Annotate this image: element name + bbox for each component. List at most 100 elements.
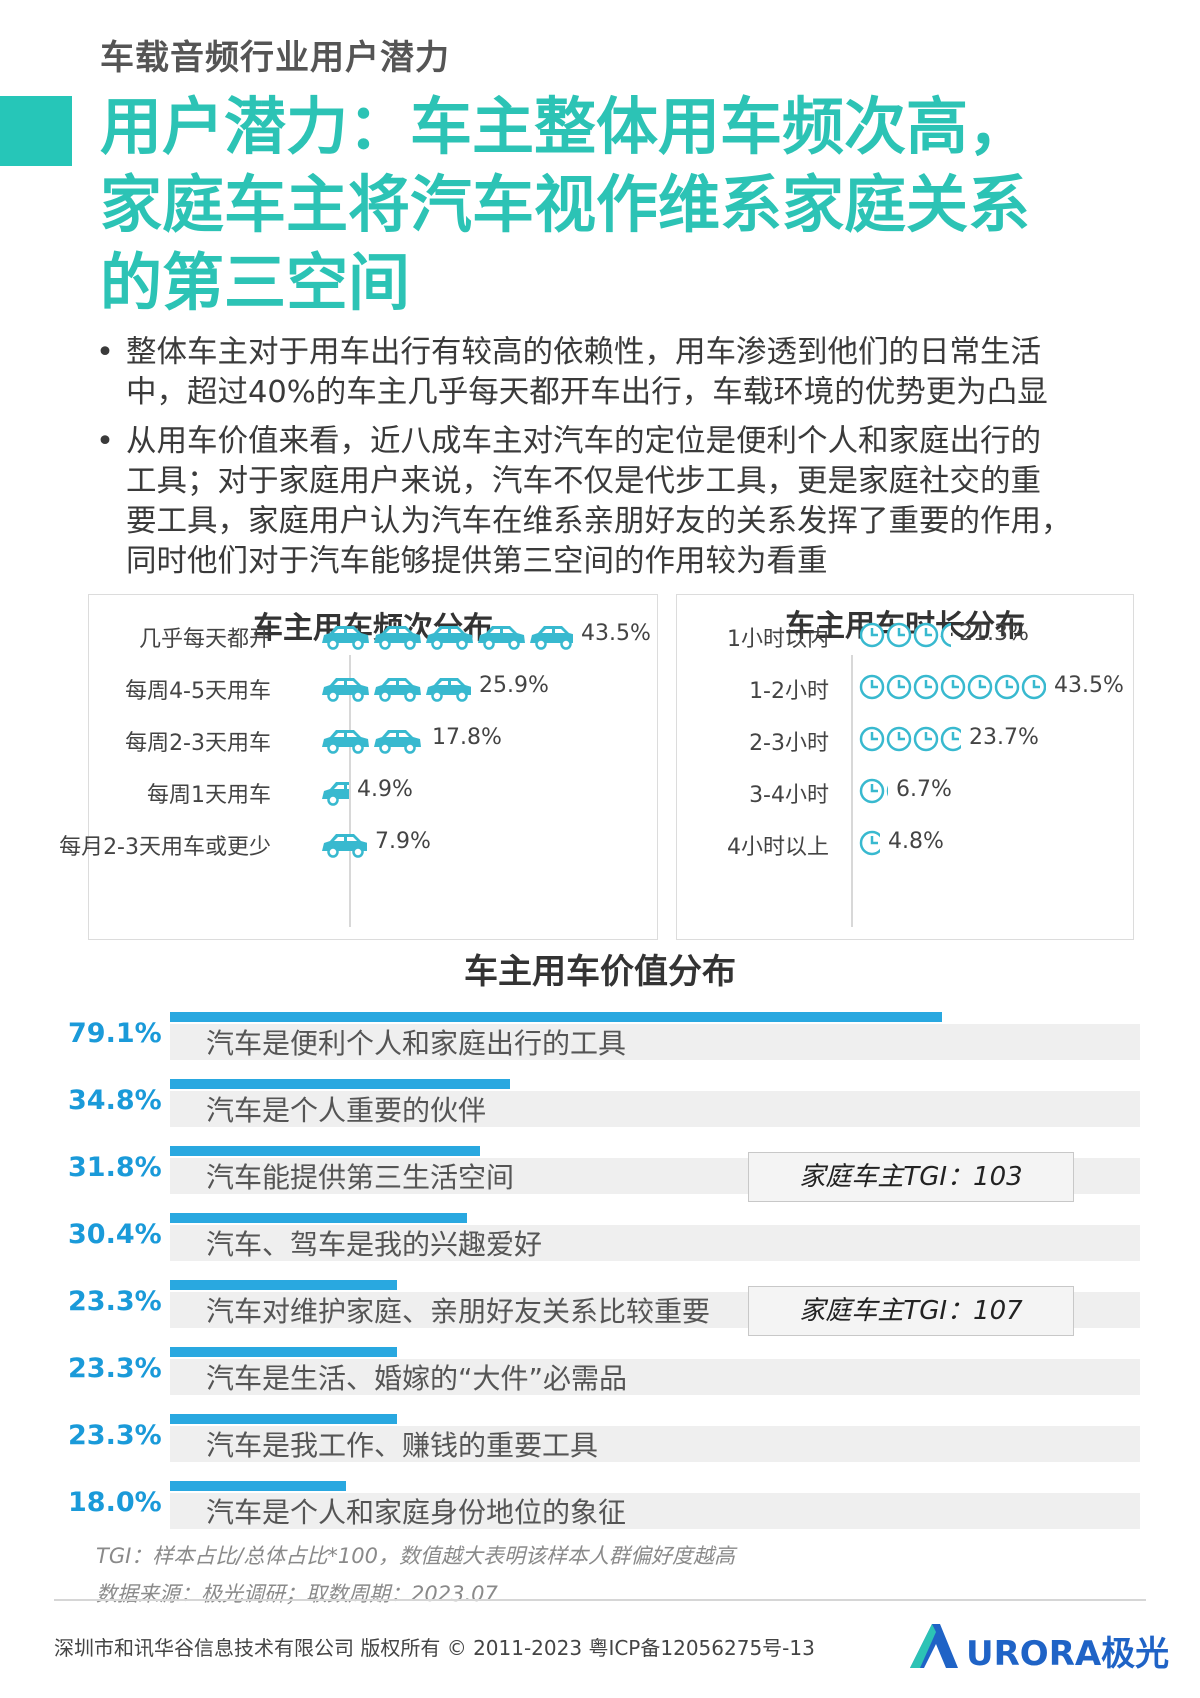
car-icon <box>322 730 369 754</box>
value-row: 30.4% 汽车、驾车是我的兴趣爱好 <box>0 1199 1200 1261</box>
clock-icon <box>994 674 1020 700</box>
chart-row: 每周2-3天用车 17.8% <box>89 719 657 759</box>
clock-icon <box>940 726 961 752</box>
value-category-label: 汽车是个人重要的伙伴 <box>206 1094 487 1127</box>
tgi-note: TGI：样本占比/总体占比*100，数值越大表明该样本人群偏好度越高 <box>96 1544 735 1568</box>
bullet-line: 要工具，家庭用户认为汽车在维系亲朋好友的关系发挥了重要的作用， <box>126 504 1072 539</box>
duration-chart-panel: 车主用车时长分布 1小时以内21.3%1-2小时43.5%2-3小时23.7%3… <box>676 594 1134 940</box>
chart-row: 每周1天用车 4.9% <box>89 771 657 811</box>
bullet-item: 整体车主对于用车出行有较高的依赖性，用车渗透到他们的日常生活 中，超过40%的车… <box>92 333 1162 413</box>
car-icon <box>478 626 525 650</box>
icon-bar-graphic <box>322 834 367 858</box>
category-label: 每周1天用车 <box>147 783 271 808</box>
clock-icon <box>913 622 939 648</box>
value-label: 4.8% <box>888 829 944 854</box>
icon-bar <box>859 723 961 755</box>
category-label: 每月2-3天用车或更少 <box>59 835 271 860</box>
value-bar <box>170 1079 510 1089</box>
value-label: 25.9% <box>479 673 549 698</box>
value-bar <box>170 1146 480 1156</box>
icon-bar <box>859 775 888 807</box>
chart-row: 1小时以内 21.3% <box>677 615 1133 655</box>
tgi-callout: 家庭车主TGI：107 <box>748 1286 1074 1336</box>
value-bar <box>170 1012 942 1022</box>
value-category-label: 汽车是我工作、赚钱的重要工具 <box>206 1429 599 1462</box>
value-row-background <box>170 1359 1140 1395</box>
category-label: 4小时以上 <box>727 835 829 860</box>
bullet-line: 整体车主对于用车出行有较高的依赖性，用车渗透到他们的日常生活 <box>126 335 1041 370</box>
category-label: 1-2小时 <box>749 679 829 704</box>
car-icon <box>322 834 367 858</box>
value-percent: 30.4% <box>68 1219 162 1250</box>
value-bar <box>170 1213 467 1223</box>
value-row: 18.0% 汽车是个人和家庭身份地位的象征 <box>0 1467 1200 1529</box>
value-percent: 79.1% <box>68 1018 162 1049</box>
value-percent: 34.8% <box>68 1085 162 1116</box>
icon-bar-graphic <box>322 782 349 806</box>
car-icon <box>374 730 421 754</box>
page-title: 用户潜力：车主整体用车频次高， 家庭车主将汽车视作维系家庭关系 的第三空间 <box>100 88 1160 322</box>
bullet-item: 从用车价值来看，近八成车主对汽车的定位是便利个人和家庭出行的 工具；对于家庭用户… <box>92 422 1162 582</box>
value-row-background <box>170 1225 1140 1261</box>
value-bar <box>170 1280 397 1290</box>
icon-bar <box>859 671 1046 703</box>
clock-icon <box>886 622 912 648</box>
icon-bar <box>859 827 880 859</box>
car-icon <box>322 782 349 806</box>
icon-bar <box>321 775 349 807</box>
category-label: 3-4小时 <box>749 783 829 808</box>
value-row-background <box>170 1493 1140 1529</box>
title-line: 的第三空间 <box>100 246 411 319</box>
value-label: 6.7% <box>896 777 952 802</box>
chart-row: 2-3小时 23.7% <box>677 719 1133 759</box>
value-percent: 18.0% <box>68 1487 162 1518</box>
aurora-logo-mark <box>910 1624 958 1668</box>
category-label: 每周4-5天用车 <box>125 679 271 704</box>
value-category-label: 汽车能提供第三生活空间 <box>206 1161 515 1194</box>
value-label: 17.8% <box>432 725 502 750</box>
value-category-label: 汽车、驾车是我的兴趣爱好 <box>206 1228 543 1261</box>
value-percent: 31.8% <box>68 1152 162 1183</box>
value-percent: 23.3% <box>68 1353 162 1384</box>
car-icon <box>530 626 573 650</box>
chart-row: 每周4-5天用车 25.9% <box>89 667 657 707</box>
clock-icon <box>940 622 951 648</box>
value-row: 23.3% 汽车是我工作、赚钱的重要工具 <box>0 1400 1200 1462</box>
car-icon <box>426 678 471 702</box>
value-chart-title: 车主用车价值分布 <box>464 952 736 992</box>
clock-icon <box>886 726 912 752</box>
value-row-background <box>170 1091 1140 1127</box>
frequency-chart-axis <box>349 655 351 927</box>
value-row-background <box>170 1024 1140 1060</box>
value-label: 4.9% <box>357 777 413 802</box>
car-icon <box>374 626 421 650</box>
value-category-label: 汽车是便利个人和家庭出行的工具 <box>206 1027 627 1060</box>
clock-icon <box>859 674 885 700</box>
icon-bar-graphic <box>859 830 880 856</box>
bullet-line: 同时他们对于汽车能够提供第三空间的作用较为看重 <box>126 544 828 579</box>
icon-bar <box>321 723 424 755</box>
value-category-label: 汽车是生活、婚嫁的“大件”必需品 <box>206 1362 628 1395</box>
car-icon <box>322 626 369 650</box>
value-row: 23.3% 汽车对维护家庭、亲朋好友关系比较重要 家庭车主TGI：107 <box>0 1266 1200 1336</box>
value-label: 21.3% <box>959 621 1029 646</box>
clock-icon <box>913 674 939 700</box>
category-label: 几乎每天都开 <box>138 627 271 652</box>
bullet-line: 工具；对于家庭用户来说，汽车不仅是代步工具，更是家庭社交的重 <box>126 464 1041 499</box>
value-row: 31.8% 汽车能提供第三生活空间 家庭车主TGI：103 <box>0 1132 1200 1202</box>
value-label: 7.9% <box>375 829 431 854</box>
chart-row: 3-4小时 6.7% <box>677 771 1133 811</box>
icon-bar-graphic <box>322 626 573 650</box>
car-icon <box>426 626 473 650</box>
clock-icon <box>1021 674 1046 700</box>
chart-row: 几乎每天都开 43.5% <box>89 615 657 655</box>
value-label: 43.5% <box>581 621 651 646</box>
source-note: 数据来源：极光调研；取数周期：2023.07 <box>96 1582 498 1606</box>
icon-bar-graphic <box>859 726 961 752</box>
value-category-label: 汽车对维护家庭、亲朋好友关系比较重要 <box>206 1295 711 1328</box>
bullet-line: 从用车价值来看，近八成车主对汽车的定位是便利个人和家庭出行的 <box>126 424 1041 459</box>
value-row: 34.8% 汽车是个人重要的伙伴 <box>0 1065 1200 1127</box>
title-line: 用户潜力：车主整体用车频次高， <box>100 90 1031 163</box>
tgi-callout: 家庭车主TGI：103 <box>748 1152 1074 1202</box>
clock-icon <box>967 674 993 700</box>
